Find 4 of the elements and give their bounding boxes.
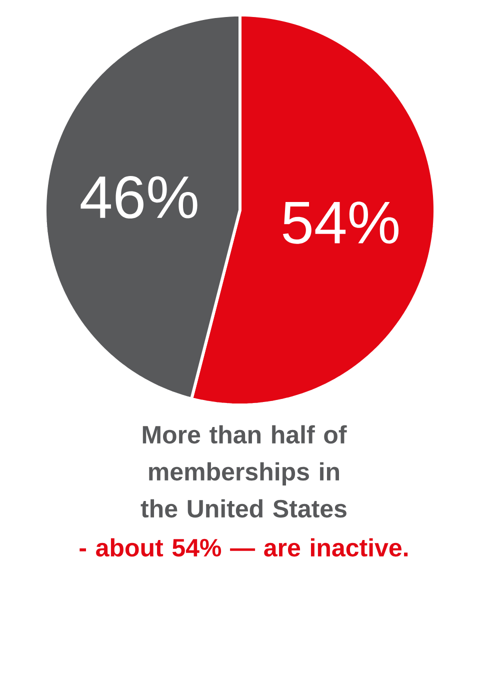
- text: More than half of memberships in the United States: [140, 425, 347, 518]
- text: - about 54% — are inactive.: [80, 538, 408, 557]
- data-label: 54%: [282, 202, 398, 244]
- data-label: 46%: [80, 176, 198, 219]
